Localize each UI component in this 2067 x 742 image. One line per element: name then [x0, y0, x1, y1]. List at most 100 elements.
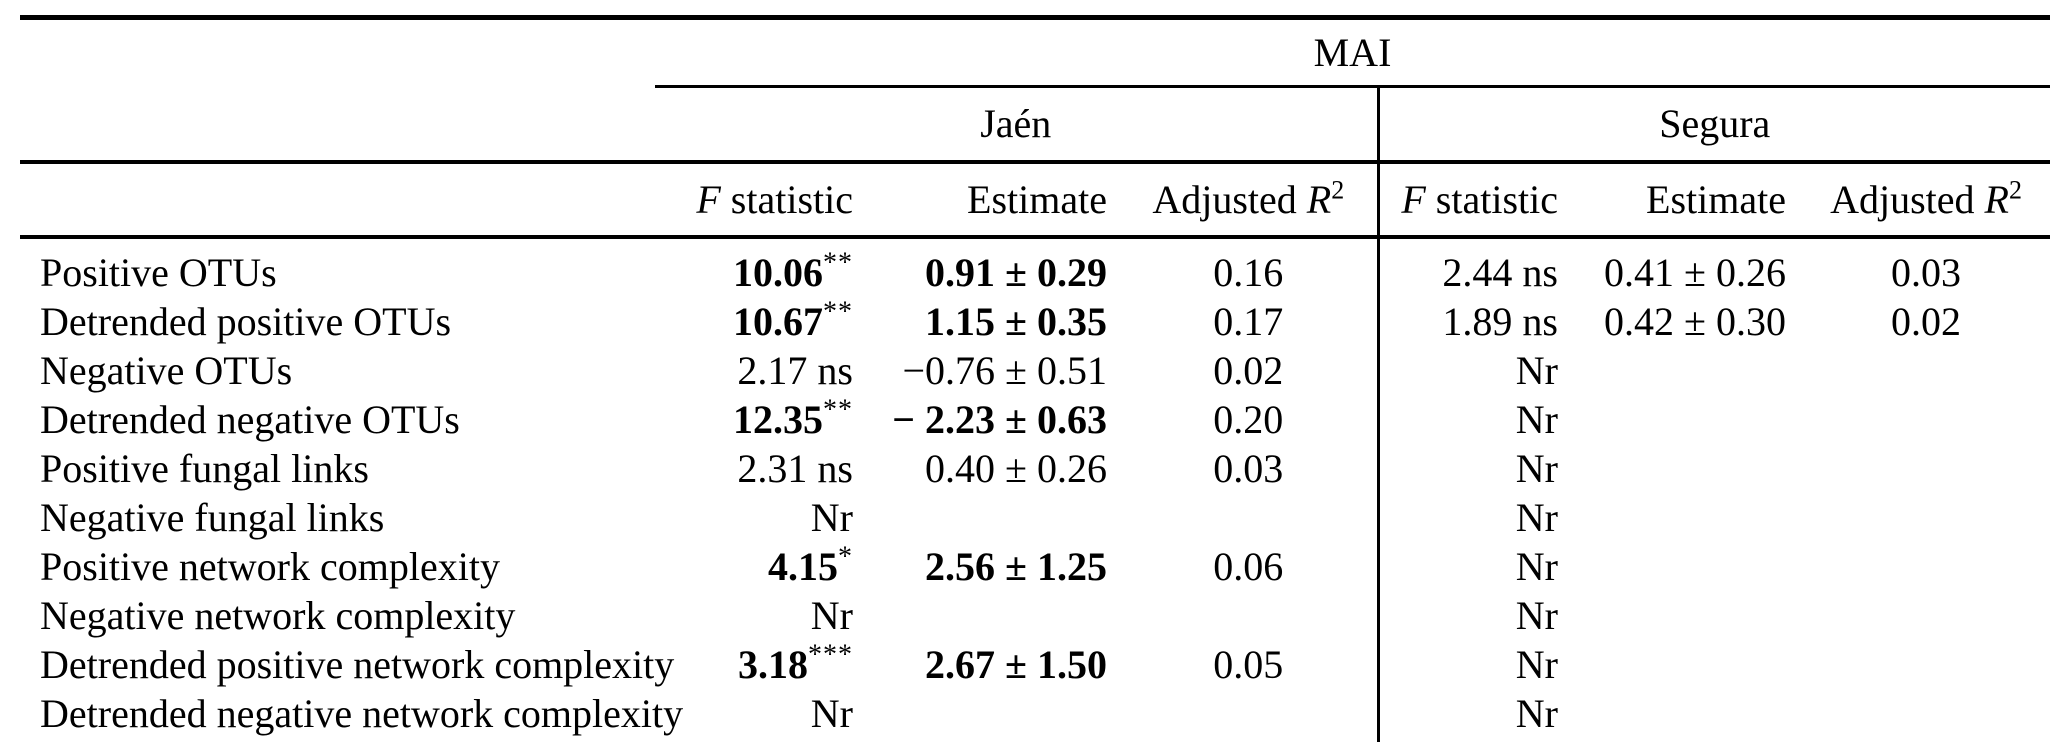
segura-adjusted-r2-cell [1802, 493, 2050, 542]
estimate-value: 0.42 ± 0.30 [1604, 298, 1786, 344]
statistic-word: statistic [720, 176, 853, 222]
segura-estimate-cell [1574, 493, 1802, 542]
region-header-row: Jaén Segura [20, 86, 2050, 163]
row-label: Negative network complexity [40, 592, 516, 638]
col-header-adjusted-r2-segura: Adjusted R2 [1802, 160, 2050, 239]
segura-f-statistic-cell: Nr [1376, 395, 1574, 444]
row-label: Negative fungal links [40, 494, 385, 540]
table-row: Negative network complexity Nr Nr [20, 591, 2050, 640]
jaen-f-statistic-cell: Nr [810, 494, 853, 540]
empty-column-header [20, 160, 655, 239]
jaen-adjusted-r2-cell: 0.16 [1213, 249, 1284, 295]
statistic-word: statistic [1425, 176, 1558, 222]
regression-table: MAI Jaén Segura F statistic Estimate Adj… [20, 15, 2050, 742]
jaen-estimate-cell: 1.15 ± 0.35 [867, 297, 1120, 346]
segura-f-statistic-cell: Nr [1376, 689, 1574, 742]
f-value: 2.44 [1442, 249, 1513, 295]
segura-f-statistic-cell: Nr [1376, 493, 1574, 542]
estimate-value: 0.40 ± 0.26 [925, 445, 1107, 491]
jaen-estimate-cell: 2.67 ± 1.50 [867, 640, 1120, 689]
column-header-row: F statistic Estimate Adjusted R2 F stati… [20, 160, 2050, 239]
f-value: 10.67 [733, 298, 823, 344]
col-header-adjusted-r2-jaen: Adjusted R2 [1120, 160, 1378, 239]
segura-adjusted-r2-cell [1802, 542, 2050, 591]
f-value: 4.15 [768, 543, 838, 589]
jaen-adjusted-r2-cell: 0.02 [1213, 347, 1284, 393]
segura-f-statistic-cell: 2.44 ns [1376, 237, 1574, 297]
empty-corner-cell [20, 15, 655, 87]
segura-estimate-cell [1574, 689, 1802, 742]
estimate-value: 0.41 ± 0.26 [1604, 249, 1786, 295]
jaen-estimate-cell: 0.91 ± 0.29 [867, 237, 1120, 297]
jaen-f-statistic-cell: 10.67** [655, 297, 867, 346]
segura-f-statistic-cell: Nr [1376, 640, 1574, 689]
estimate-word: Estimate [1646, 176, 1786, 222]
table-row: Detrended positive OTUs 10.67** 1.15 ± 0.3… [20, 297, 2050, 346]
jaen-estimate-cell: −0.76 ± 0.51 [867, 346, 1120, 395]
f-value: 2.17 [737, 347, 808, 393]
segura-estimate-cell: 0.41 ± 0.26 [1574, 237, 1802, 297]
table-body: Positive OTUs 10.06** 0.91 ± 0.29 0.16 2.44 … [20, 237, 2050, 742]
jaen-f-statistic-cell: 10.06** [655, 237, 867, 297]
jaen-adjusted-r2-cell: 0.17 [1213, 298, 1284, 344]
table-row: Detrended positive network complexity 3.1… [20, 640, 2050, 689]
col-header-f-statistic-segura: F statistic [1376, 160, 1574, 239]
segura-estimate-cell [1574, 591, 1802, 640]
segura-estimate-cell [1574, 640, 1802, 689]
mai-label: MAI [1313, 29, 1392, 75]
segura-adjusted-r2-cell [1802, 444, 2050, 493]
estimate-value: 1.15 ± 0.35 [925, 298, 1107, 344]
row-label: Positive fungal links [40, 445, 369, 491]
segura-estimate-cell [1574, 542, 1802, 591]
segura-estimate-cell: 0.42 ± 0.30 [1574, 297, 1802, 346]
estimate-value: 2.67 ± 1.50 [925, 641, 1107, 687]
adjusted-word: Adjusted [1152, 176, 1307, 222]
jaen-adjusted-r2-cell: 0.03 [1213, 445, 1284, 491]
r-symbol: R [1306, 176, 1332, 222]
jaen-adjusted-r2-cell: 0.20 [1213, 396, 1284, 442]
region-header-segura: Segura [1376, 86, 2050, 162]
r-exponent: 2 [2008, 175, 2022, 205]
segura-adjusted-r2-cell [1802, 346, 2050, 395]
segura-f-statistic-cell: Nr [1376, 444, 1574, 493]
segura-label: Segura [1659, 101, 1771, 146]
jaen-f-statistic-cell: 2.31 ns [737, 445, 853, 491]
significance-stars: ** [823, 394, 853, 426]
table-header: MAI Jaén Segura F statistic Estimate Adj… [20, 15, 2050, 239]
segura-adjusted-r2-cell: 0.02 [1891, 298, 1961, 344]
empty-label-cell [20, 87, 655, 163]
jaen-f-statistic-cell: 2.17 ns [737, 347, 853, 393]
segura-adjusted-r2-cell: 0.03 [1891, 249, 1961, 295]
jaen-adjusted-r2-cell [1120, 493, 1378, 542]
segura-adjusted-r2-cell [1802, 640, 2050, 689]
row-label: Positive OTUs [40, 249, 277, 295]
f-value: 12.35 [733, 396, 823, 442]
estimate-value: 2.56 ± 1.25 [925, 543, 1107, 589]
col-header-f-statistic-jaen: F statistic [655, 160, 867, 239]
jaen-estimate-cell: 0.40 ± 0.26 [867, 444, 1120, 493]
significance-stars: ** [823, 296, 853, 328]
segura-estimate-cell [1574, 346, 1802, 395]
table-row: Positive network complexity 4.15* 2.56 ± 1… [20, 542, 2050, 591]
table-row: Negative fungal links Nr Nr [20, 493, 2050, 542]
f-value: 3.18 [738, 641, 808, 687]
segura-estimate-cell [1574, 444, 1802, 493]
r-symbol: R [1984, 176, 2009, 222]
estimate-value: − 2.23 ± 0.63 [892, 396, 1107, 442]
segura-adjusted-r2-cell [1802, 689, 2050, 742]
region-header-jaen: Jaén [655, 87, 1378, 163]
mai-group-header: MAI [655, 15, 2050, 88]
jaen-f-statistic-cell: 12.35** [655, 395, 867, 444]
jaen-adjusted-r2-cell [1120, 689, 1378, 742]
jaen-f-statistic-cell: 4.15* [655, 542, 867, 591]
f-value: 2.31 [737, 445, 808, 491]
f-symbol: F [1401, 176, 1426, 222]
table-row: Detrended negative network complexity Nr N… [20, 689, 2050, 742]
significance-stars: ** [823, 247, 853, 279]
r-exponent: 2 [1331, 175, 1345, 205]
jaen-estimate-cell [867, 689, 1120, 742]
row-label: Detrended positive network complexity [40, 641, 675, 687]
jaen-f-statistic-cell: 3.18*** [655, 640, 867, 689]
segura-f-statistic-cell: Nr [1376, 591, 1574, 640]
table-row: Negative OTUs 2.17 ns −0.76 ± 0.51 0.02 Nr [20, 346, 2050, 395]
